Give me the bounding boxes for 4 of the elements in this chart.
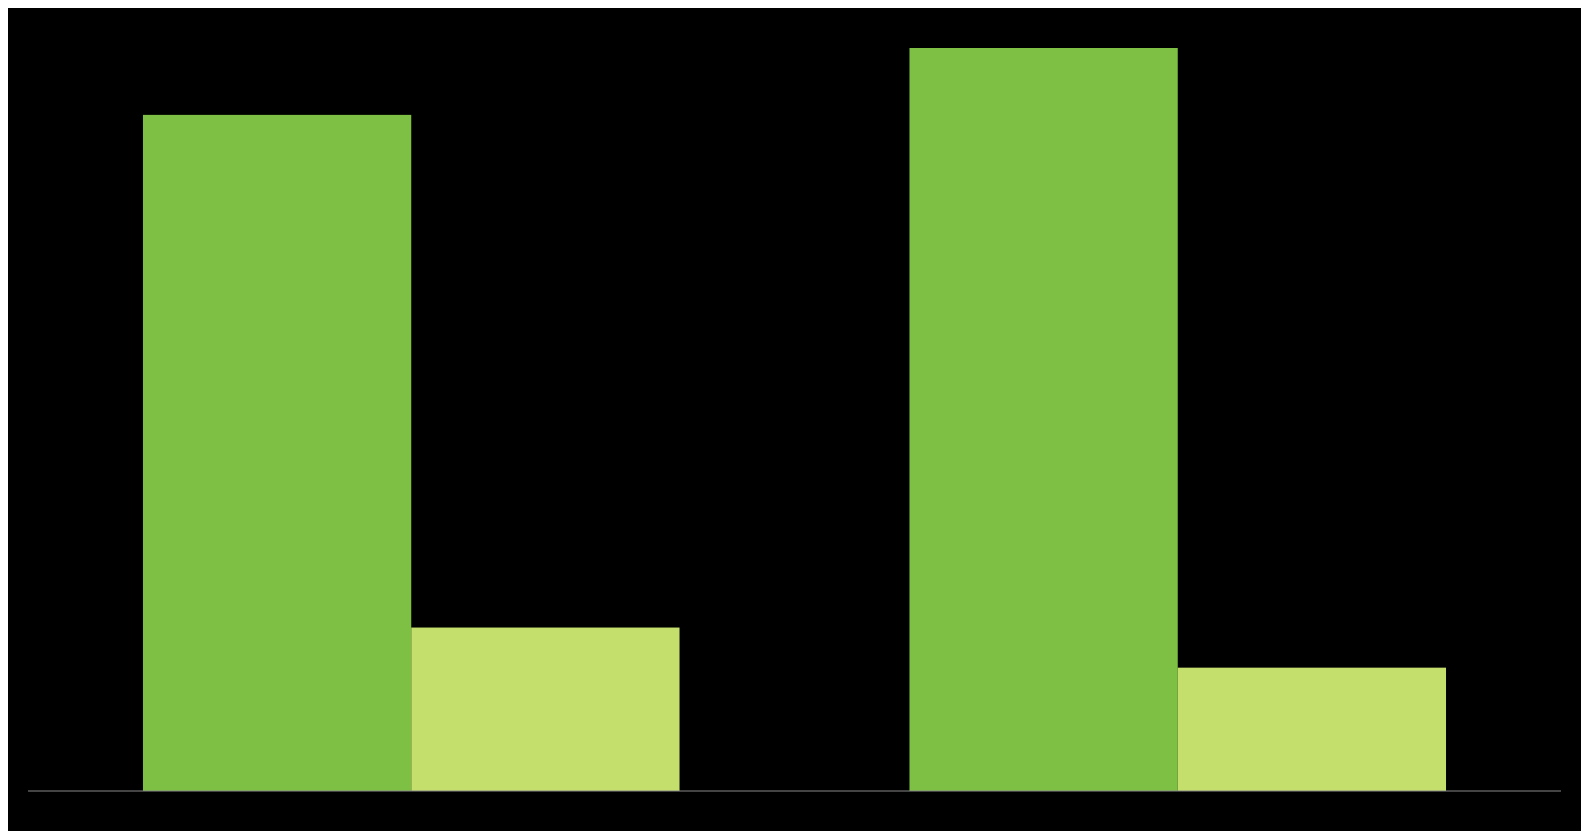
bar <box>909 48 1178 791</box>
bar <box>411 627 680 791</box>
bar <box>1177 667 1447 791</box>
bar <box>142 114 412 791</box>
